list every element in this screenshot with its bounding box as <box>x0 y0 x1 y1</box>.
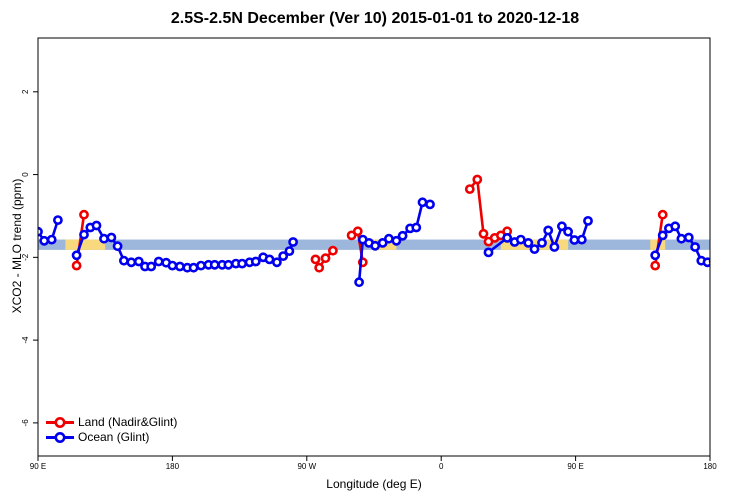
x-tick-label: 180 <box>703 462 717 471</box>
data-point-ocean <box>46 234 57 245</box>
legend-swatch-land-marker <box>54 417 66 428</box>
data-point-ocean <box>529 244 540 254</box>
data-point-ocean <box>79 229 89 240</box>
data-point-ocean <box>723 263 730 270</box>
data-point-ocean <box>223 259 234 270</box>
data-point-land <box>327 245 338 256</box>
data-point-ocean <box>209 259 220 270</box>
legend-label-ocean: Ocean (Glint) <box>78 430 150 444</box>
data-point-ocean <box>146 261 157 272</box>
data-point-land <box>314 262 325 273</box>
data-point-ocean <box>502 232 513 243</box>
y-tick-label: -6 <box>21 419 30 427</box>
x-tick-label: 0 <box>439 462 444 471</box>
legend: Land (Nadir&Glint) Ocean (Glint) <box>44 415 177 445</box>
data-point-ocean <box>284 246 295 256</box>
legend-swatch-land <box>46 417 74 428</box>
data-point-ocean <box>563 226 573 237</box>
data-point-ocean <box>71 250 82 261</box>
data-point-ocean <box>650 250 661 261</box>
data-point-ocean <box>196 260 206 271</box>
data-point-ocean <box>153 256 164 267</box>
data-point-ocean <box>515 234 526 245</box>
data-point-ocean <box>702 257 710 268</box>
data-point-ocean <box>397 230 408 241</box>
data-point-land <box>650 260 661 271</box>
x-tick-label: 90 W <box>297 462 316 471</box>
data-point-land <box>320 253 331 264</box>
data-point-ocean <box>271 257 282 268</box>
data-point-ocean <box>537 237 547 248</box>
data-point-ocean <box>549 242 560 252</box>
data-point-ocean <box>91 220 102 231</box>
data-point-ocean <box>126 257 137 268</box>
data-point-ocean <box>288 237 298 247</box>
x-tick-label: 90 E <box>30 462 46 471</box>
data-point-land <box>79 209 89 220</box>
data-point-ocean <box>119 255 129 266</box>
y-tick-label: 0 <box>21 172 30 177</box>
data-point-land <box>657 209 668 220</box>
data-point-ocean <box>237 258 247 269</box>
data-point-ocean <box>370 240 381 251</box>
data-point-ocean <box>425 199 435 210</box>
data-point-ocean <box>250 256 261 267</box>
data-point-ocean <box>670 221 681 232</box>
data-point-ocean <box>174 261 185 272</box>
data-point-ocean <box>354 277 364 288</box>
data-point-land <box>472 174 483 185</box>
data-point-ocean <box>557 221 567 232</box>
data-point-ocean <box>106 232 117 243</box>
legend-swatch-ocean <box>46 432 74 443</box>
x-tick-label: 180 <box>166 462 180 471</box>
data-point-land <box>478 228 489 239</box>
data-point-ocean <box>167 260 178 271</box>
data-point-ocean <box>543 225 554 236</box>
y-tick-label: 2 <box>21 89 30 94</box>
data-point-ocean <box>690 242 700 252</box>
x-axis-label: Longitude (deg E) <box>326 477 422 491</box>
data-point-ocean <box>417 197 428 208</box>
series-group <box>38 174 736 288</box>
data-point-ocean <box>583 215 593 226</box>
data-point-ocean <box>278 251 289 261</box>
legend-label-land: Land (Nadir&Glint) <box>78 415 178 429</box>
reference-band-land <box>65 239 106 250</box>
data-point-ocean <box>377 237 388 248</box>
x-tick-label: 90 E <box>567 462 583 471</box>
data-point-ocean <box>716 263 723 270</box>
data-point-ocean <box>523 237 534 248</box>
data-point-ocean <box>391 235 402 246</box>
data-point-land <box>310 254 321 265</box>
data-point-land <box>352 226 363 237</box>
data-point-ocean <box>53 215 63 225</box>
data-point-ocean <box>112 241 123 252</box>
data-point-ocean <box>729 258 736 265</box>
data-point-ocean <box>708 258 710 265</box>
plot-frame <box>37 37 711 457</box>
legend-item-ocean: Ocean (Glint) <box>44 430 177 445</box>
data-point-ocean <box>657 230 668 241</box>
y-tick-label: -2 <box>21 253 30 261</box>
data-point-ocean <box>411 222 422 233</box>
data-point-ocean <box>99 233 109 244</box>
legend-swatch-ocean-marker <box>54 432 66 443</box>
data-point-ocean <box>676 233 687 244</box>
y-tick-label: -4 <box>21 336 30 344</box>
legend-item-land: Land (Nadir&Glint) <box>44 415 177 430</box>
data-point-land <box>464 184 475 194</box>
data-point-land <box>71 260 82 271</box>
data-point-ocean <box>383 233 394 244</box>
data-point-ocean <box>576 234 587 245</box>
chart-title: 2.5S-2.5N December (Ver 10) 2015-01-01 t… <box>170 10 580 27</box>
y-axis-label: XCO2 - MLO trend (ppm) <box>10 178 24 314</box>
data-point-ocean <box>39 235 50 246</box>
data-point-ocean <box>483 247 494 258</box>
data-point-ocean <box>683 232 694 243</box>
data-point-ocean <box>133 256 144 267</box>
